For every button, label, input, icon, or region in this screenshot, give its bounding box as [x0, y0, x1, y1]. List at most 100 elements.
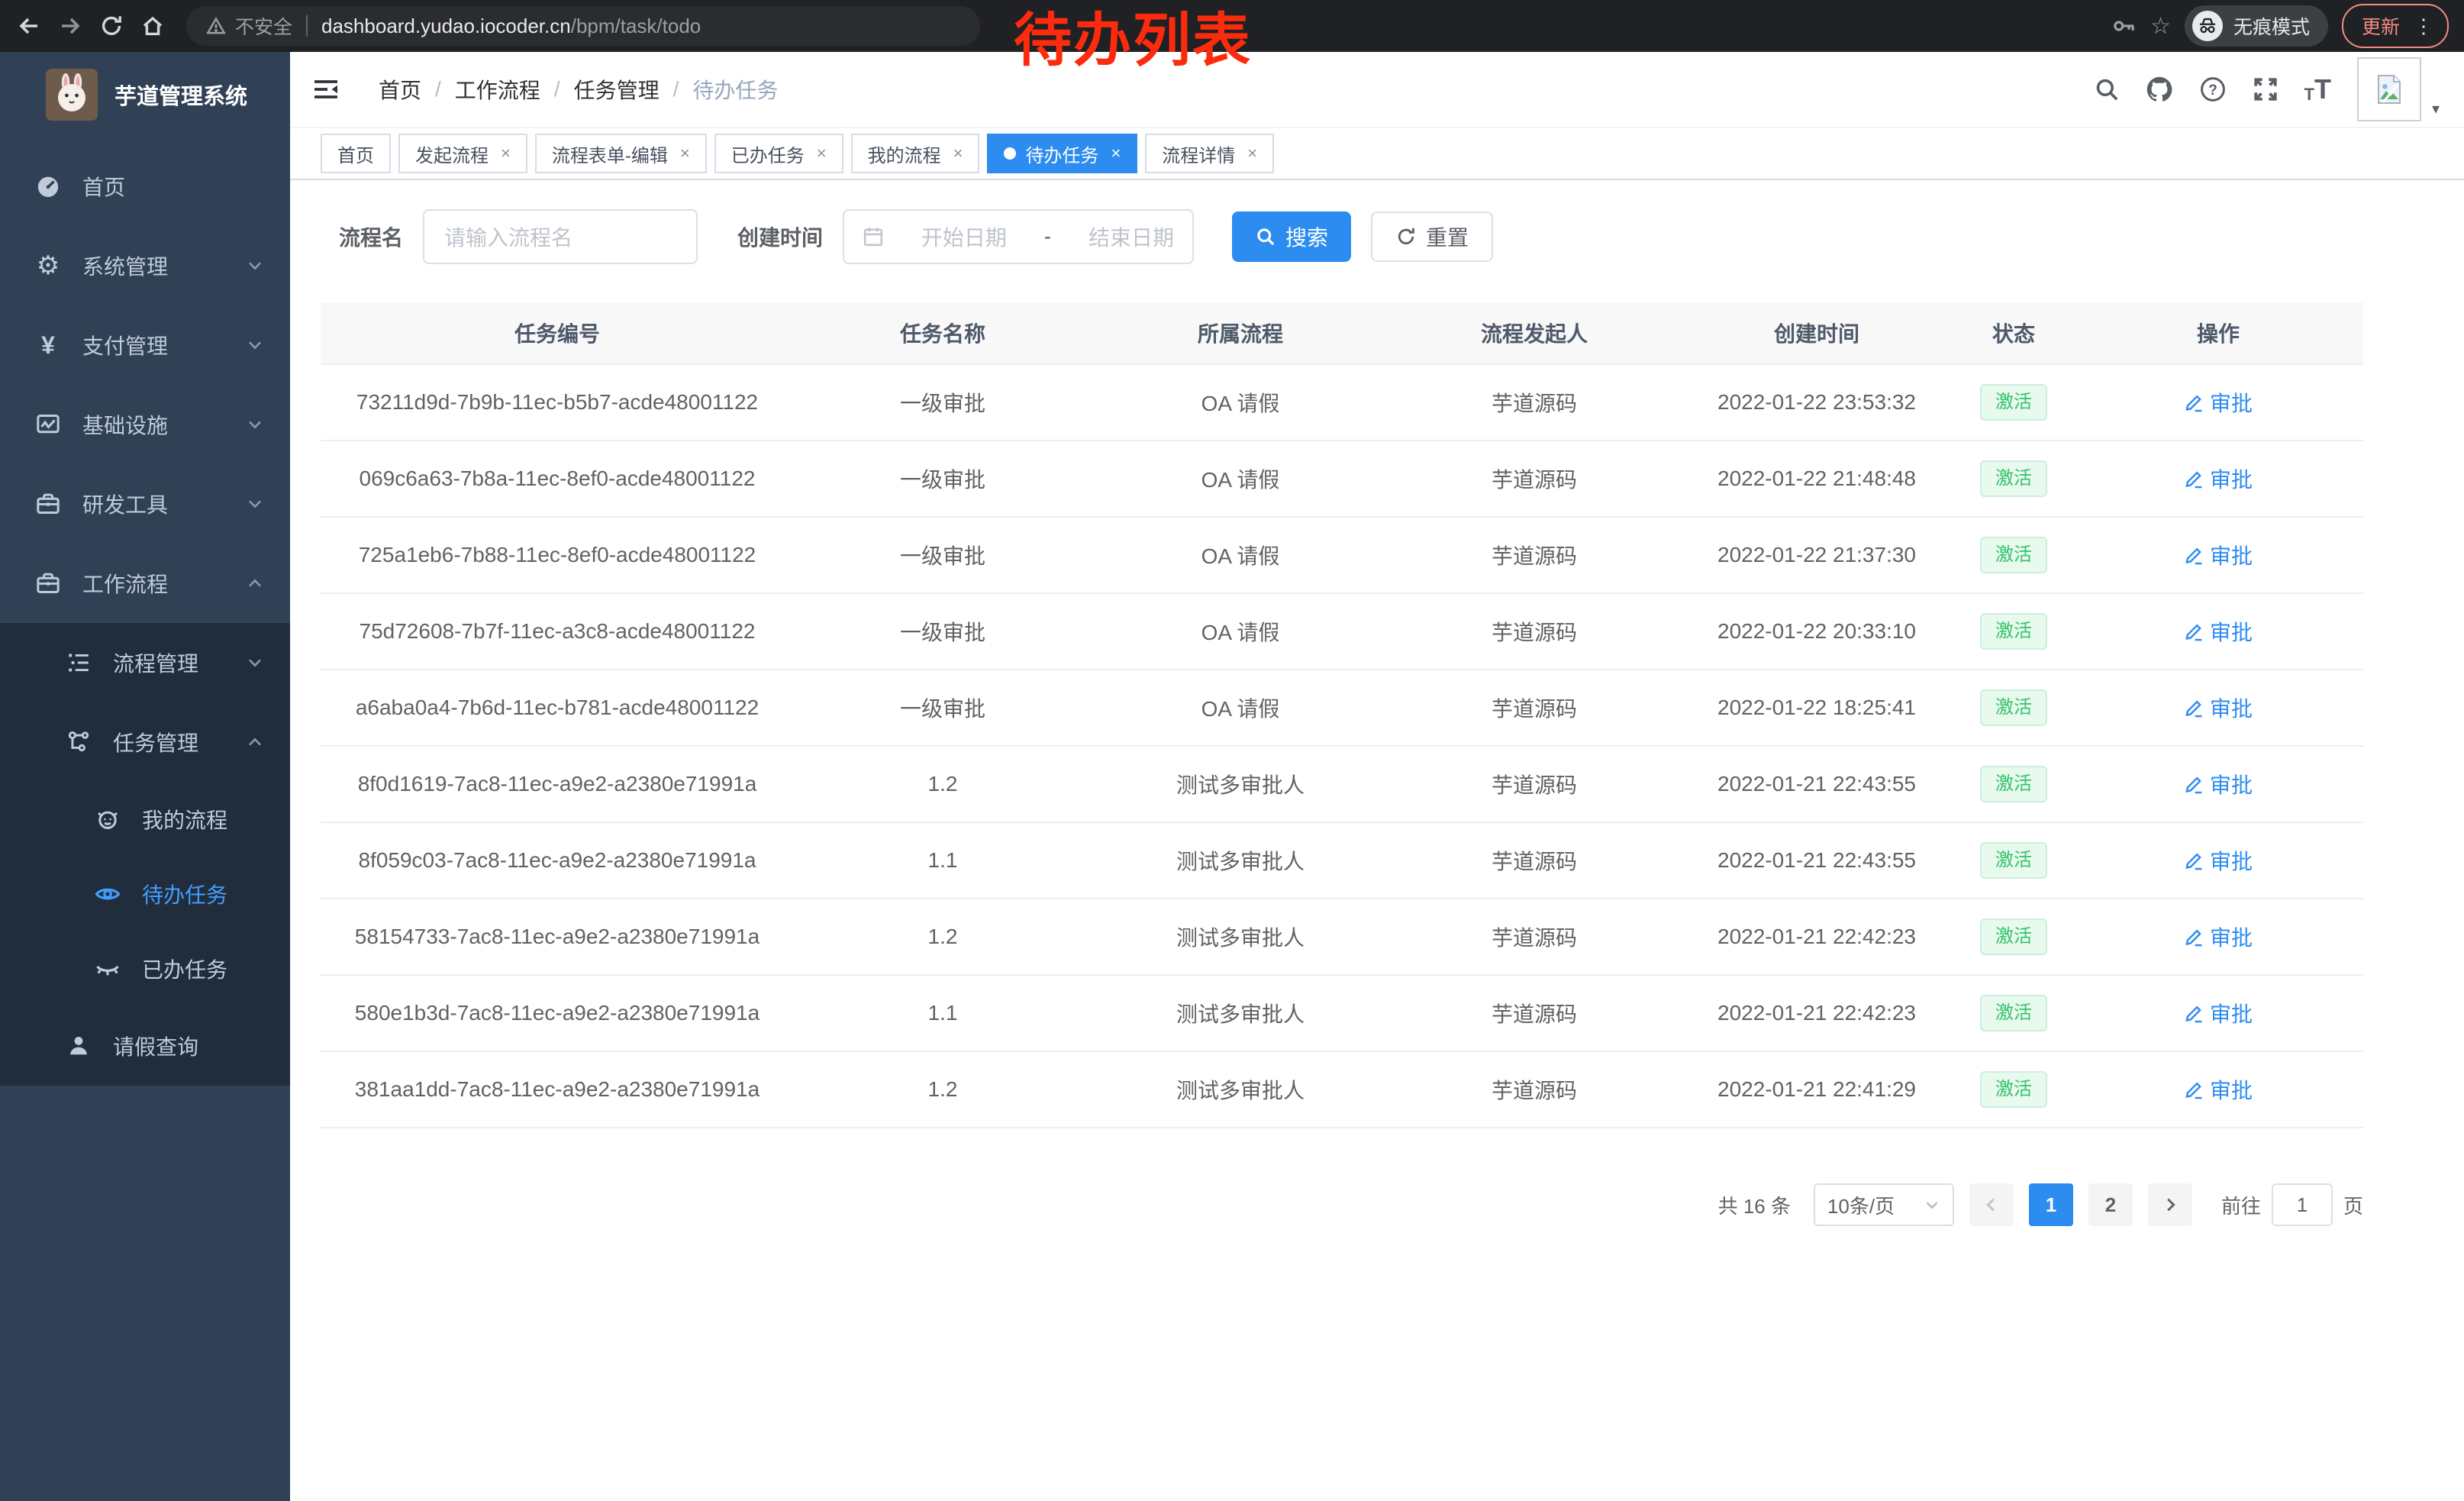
column-header: 状态	[1954, 302, 2073, 365]
approve-link[interactable]: 审批	[2184, 616, 2253, 647]
task-id: 8f059c03-7ac8-11ec-a9e2-a2380e71991a	[321, 822, 794, 899]
reload-icon[interactable]	[98, 12, 125, 40]
approve-link[interactable]: 审批	[2184, 845, 2253, 876]
sidebar-collapse-icon[interactable]	[313, 77, 339, 102]
tab-close-icon[interactable]: ×	[953, 144, 963, 163]
back-icon[interactable]	[15, 12, 43, 40]
home-icon[interactable]	[139, 12, 166, 40]
approve-label: 审批	[2209, 468, 2253, 492]
sidebar-item-leave-query[interactable]: 请假查询	[0, 1006, 290, 1086]
sidebar-item-payment-management[interactable]: ¥ 支付管理	[0, 305, 290, 385]
status-cell: 激活	[1954, 593, 2073, 670]
forward-icon[interactable]	[56, 12, 84, 40]
app-logo-row[interactable]: 芋道管理系统	[0, 52, 290, 137]
breadcrumb-item[interactable]: 任务管理	[573, 79, 660, 102]
task-name: 1.2	[794, 746, 1092, 823]
sidebar-item-infrastructure[interactable]: 基础设施	[0, 385, 290, 464]
pagination-total: 共 16 条	[1717, 1194, 1791, 1218]
page-size-select[interactable]: 10条/页	[1813, 1183, 1954, 1226]
tab-done-task[interactable]: 已办任务 ×	[714, 134, 843, 173]
page-size-value: 10条/页	[1827, 1194, 1895, 1218]
address-bar[interactable]: 不安全 dashboard.yudao.iocoder.cn/bpm/task/…	[186, 6, 980, 46]
github-icon[interactable]	[2146, 76, 2173, 103]
browser-update-button[interactable]: 更新 ⋮	[2341, 4, 2449, 48]
page-button-1[interactable]: 1	[2028, 1183, 2073, 1226]
next-page-button[interactable]	[2147, 1183, 2192, 1226]
tab-home[interactable]: 首页	[321, 134, 391, 173]
search-icon[interactable]	[2094, 76, 2120, 102]
key-icon[interactable]	[2112, 14, 2137, 38]
tab-process-form-edit[interactable]: 流程表单-编辑 ×	[534, 134, 707, 173]
tab-close-icon[interactable]: ×	[816, 144, 827, 163]
process-name: OA 请假	[1092, 593, 1389, 670]
approve-link[interactable]: 审批	[2184, 769, 2253, 799]
tab-process-detail[interactable]: 流程详情 ×	[1145, 134, 1275, 173]
browser-menu-icon[interactable]: ⋮	[2414, 14, 2433, 37]
approve-link[interactable]: 审批	[2184, 540, 2253, 570]
approve-link[interactable]: 审批	[2184, 998, 2253, 1028]
url-host: dashboard.yudao.iocoder.cn	[321, 14, 571, 37]
bookmark-star-icon[interactable]: ☆	[2150, 13, 2171, 39]
security-warning[interactable]: 不安全	[206, 12, 292, 40]
tab-start-process[interactable]: 发起流程 ×	[398, 134, 527, 173]
approve-link[interactable]: 审批	[2184, 387, 2253, 418]
table-row: 725a1eb6-7b88-11ec-8ef0-acde48001122 一级审批…	[321, 517, 2363, 594]
sidebar-item-process-management[interactable]: 流程管理	[0, 623, 290, 702]
tab-close-icon[interactable]: ×	[501, 144, 511, 163]
reset-button[interactable]: 重置	[1371, 211, 1494, 262]
approve-link[interactable]: 审批	[2184, 1074, 2253, 1105]
action-cell: 审批	[2073, 670, 2363, 747]
avatar[interactable]: ▾	[2357, 57, 2440, 121]
tab-close-icon[interactable]: ×	[679, 144, 690, 163]
svg-text:?: ?	[2208, 82, 2217, 98]
sidebar-item-home[interactable]: 首页	[0, 147, 290, 226]
starter: 芋道源码	[1389, 822, 1679, 899]
tab-todo-task[interactable]: 待办任务 ×	[987, 134, 1138, 173]
sidebar: 芋道管理系统 首页 ⚙ 系统管理 ¥ 支付管理基础设施研发工具 工作流程 流程管理 任务管理我…	[0, 52, 290, 1501]
action-cell: 审批	[2073, 899, 2363, 976]
page-button-2[interactable]: 2	[2088, 1183, 2133, 1226]
status-cell: 激活	[1954, 899, 2073, 976]
avatar-dropdown-caret[interactable]: ▾	[2431, 101, 2440, 118]
incognito-icon	[2191, 11, 2223, 41]
status-cell: 激活	[1954, 441, 2073, 518]
search-button[interactable]: 搜索	[1232, 211, 1352, 262]
approve-link[interactable]: 审批	[2184, 692, 2253, 723]
sidebar-item-label: 基础设施	[82, 414, 169, 437]
process-name-label: 流程名	[339, 226, 404, 250]
sidebar-item-label: 支付管理	[82, 334, 169, 358]
task-id: 069c6a63-7b8a-11ec-8ef0-acde48001122	[321, 441, 794, 518]
sidebar-item-my-process[interactable]: 我的流程	[0, 782, 290, 857]
sidebar-item-done-task[interactable]: 已办任务	[0, 931, 290, 1006]
starter: 芋道源码	[1389, 517, 1679, 594]
starter: 芋道源码	[1389, 593, 1679, 670]
date-range-input[interactable]: 开始日期 - 结束日期	[843, 209, 1195, 264]
warning-icon	[206, 17, 226, 34]
approve-label: 审批	[2209, 392, 2253, 415]
broken-image-icon	[2378, 75, 2401, 104]
status-badge: 激活	[1980, 766, 2047, 802]
approve-link[interactable]: 审批	[2184, 463, 2253, 494]
task-tree-icon	[64, 729, 93, 755]
breadcrumb-item[interactable]: 工作流程	[454, 79, 540, 102]
dashboard-icon	[34, 173, 63, 199]
pen-icon	[2184, 927, 2204, 947]
prev-page-button[interactable]	[1969, 1183, 2014, 1226]
sidebar-item-todo-task[interactable]: 待办任务	[0, 857, 290, 931]
process-name-input[interactable]: 请输入流程名	[423, 209, 698, 264]
sidebar-item-workflow[interactable]: 工作流程	[0, 544, 290, 623]
goto-page-input[interactable]: 1	[2271, 1183, 2333, 1226]
fullscreen-icon[interactable]	[2253, 76, 2279, 102]
sidebar-item-dev-tools[interactable]: 研发工具	[0, 464, 290, 544]
help-icon[interactable]: ?	[2199, 76, 2227, 103]
tab-close-icon[interactable]: ×	[1111, 144, 1121, 163]
pen-icon	[2184, 621, 2204, 641]
tab-my-process[interactable]: 我的流程 ×	[850, 134, 980, 173]
approve-link[interactable]: 审批	[2184, 922, 2253, 952]
breadcrumb-item[interactable]: 首页	[379, 79, 422, 102]
tab-close-icon[interactable]: ×	[1247, 144, 1258, 163]
sidebar-item-system-management[interactable]: ⚙ 系统管理	[0, 226, 290, 305]
sidebar-item-task-management[interactable]: 任务管理	[0, 702, 290, 782]
tab-label: 发起流程	[415, 145, 489, 166]
